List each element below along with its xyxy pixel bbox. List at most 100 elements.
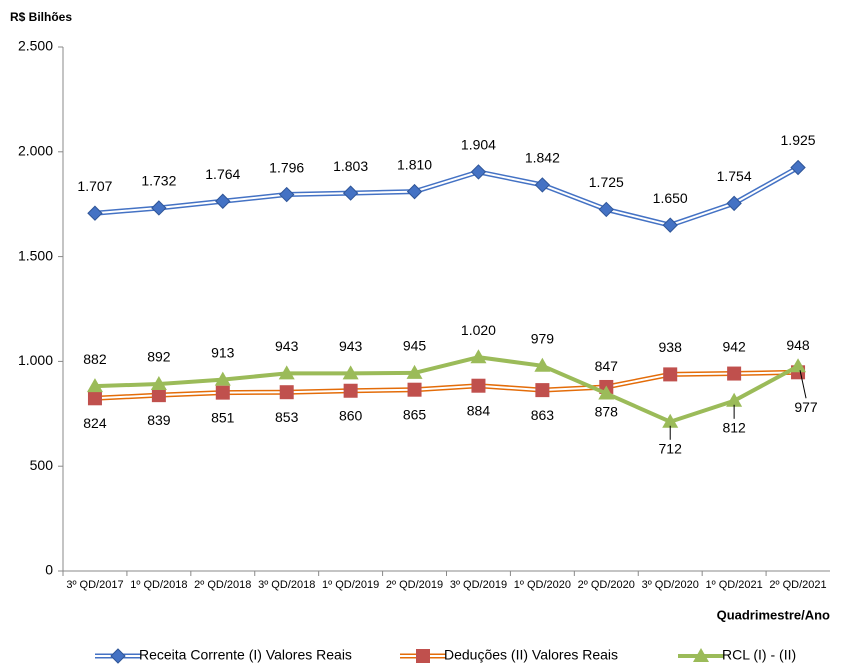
- point: [726, 195, 742, 212]
- data-label: 847: [595, 358, 619, 374]
- point: [406, 183, 423, 200]
- x-tick-label: 2º QD/2021: [769, 579, 826, 591]
- legend-label: Receita Corrente (I) Valores Reais: [139, 647, 352, 663]
- line-inner: [94, 371, 799, 400]
- y-tick-label: 500: [30, 457, 54, 473]
- point: [662, 217, 678, 233]
- data-label: 882: [83, 351, 107, 367]
- point: [534, 357, 551, 372]
- data-label: 712: [659, 440, 683, 456]
- data-label: 913: [211, 344, 235, 360]
- data-label: 1.732: [141, 173, 176, 189]
- point: [598, 385, 615, 400]
- data-label: 863: [531, 407, 555, 423]
- data-label: 812: [722, 420, 746, 436]
- data-label: 853: [275, 409, 299, 425]
- data-label: 1.764: [205, 166, 240, 182]
- x-tick-label: 3º QD/2020: [642, 579, 699, 591]
- data-label: 1.810: [397, 156, 432, 172]
- x-tick-label: 2º QD/2020: [578, 579, 635, 591]
- point: [151, 388, 166, 403]
- legend-label: Deduções (II) Valores Reais: [444, 647, 618, 663]
- x-tick-label: 3º QD/2017: [66, 579, 123, 591]
- point: [279, 385, 294, 400]
- data-label: 884: [467, 402, 491, 418]
- data-label: 1.650: [653, 190, 688, 206]
- data-label: 938: [659, 339, 683, 355]
- point: [407, 382, 422, 397]
- data-label: 865: [403, 406, 427, 422]
- data-label: 1.925: [781, 132, 816, 148]
- x-tick-label: 2º QD/2019: [386, 579, 443, 591]
- data-label: 1.904: [461, 137, 496, 153]
- point: [342, 365, 359, 380]
- legend-label: RCL (I) - (II): [722, 647, 796, 663]
- data-label: 892: [147, 349, 171, 365]
- x-tick-label: 3º QD/2019: [450, 579, 507, 591]
- point: [86, 378, 103, 393]
- point: [215, 193, 231, 209]
- point: [471, 378, 486, 393]
- point: [214, 371, 231, 386]
- point: [278, 365, 295, 380]
- data-label: 942: [722, 338, 746, 354]
- leader: [799, 370, 807, 399]
- x-tick-label: 1º QD/2018: [130, 579, 187, 591]
- point: [726, 392, 743, 407]
- data-label: 1.754: [717, 168, 752, 184]
- point: [87, 391, 102, 406]
- point: [727, 366, 742, 381]
- data-label: 945: [403, 338, 427, 354]
- y-tick-label: 0: [45, 562, 53, 578]
- point: [343, 383, 358, 398]
- data-label: 979: [531, 331, 555, 347]
- x-tick-label: 2º QD/2018: [194, 579, 251, 591]
- data-label: 1.803: [333, 158, 368, 174]
- data-label: 851: [211, 409, 235, 425]
- y-tick-label: 1.500: [18, 247, 53, 263]
- point: [150, 376, 167, 391]
- point: [470, 164, 487, 180]
- x-axis-title: Quadrimestre/Ano: [717, 607, 830, 622]
- data-label: 824: [83, 415, 107, 431]
- data-label: 860: [339, 407, 363, 423]
- point: [790, 358, 807, 373]
- legend-marker: [110, 648, 126, 664]
- data-label: 1.725: [589, 174, 624, 190]
- data-label: 943: [339, 338, 363, 354]
- point: [406, 364, 423, 379]
- data-label: 1.020: [461, 322, 496, 338]
- x-tick-label: 3º QD/2018: [258, 579, 315, 591]
- line: [94, 355, 799, 424]
- y-tick-label: 1.000: [18, 352, 53, 368]
- line-inner: [94, 166, 799, 227]
- point: [662, 413, 679, 428]
- data-label: 943: [275, 338, 299, 354]
- data-label: 948: [786, 337, 810, 353]
- data-label: 1.796: [269, 159, 304, 175]
- x-tick-label: 1º QD/2021: [706, 579, 763, 591]
- point: [598, 201, 614, 218]
- legend-marker: [416, 649, 430, 663]
- y-tick-label: 2.500: [18, 38, 53, 54]
- point: [342, 185, 359, 201]
- point: [87, 205, 103, 221]
- point: [279, 186, 295, 203]
- point: [470, 349, 487, 364]
- data-label: 977: [794, 399, 818, 415]
- data-label: 1.842: [525, 150, 560, 166]
- data-label: 1.707: [77, 178, 112, 194]
- point: [215, 385, 230, 400]
- legend-marker: [693, 648, 709, 662]
- y-unit: R$ Bilhões: [10, 10, 72, 24]
- point: [790, 159, 806, 176]
- data-label: 878: [595, 404, 619, 420]
- point: [663, 367, 678, 382]
- point: [534, 177, 551, 193]
- y-tick-label: 2.000: [18, 143, 53, 159]
- point: [535, 383, 550, 398]
- x-tick-label: 1º QD/2020: [514, 579, 571, 591]
- point: [151, 200, 167, 216]
- x-tick-label: 1º QD/2019: [322, 579, 379, 591]
